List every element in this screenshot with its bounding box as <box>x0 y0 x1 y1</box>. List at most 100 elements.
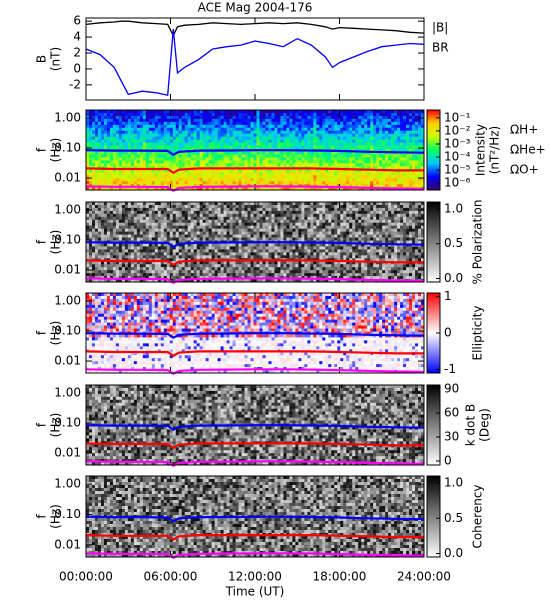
spectrogram-cell <box>100 136 105 141</box>
spectrogram-cell <box>304 169 308 173</box>
spectrogram-cell <box>196 181 201 185</box>
spectrogram-cell <box>283 243 287 247</box>
spectrogram-cell <box>406 210 410 215</box>
spectrogram-cell <box>358 139 362 143</box>
spectrogram-cell <box>97 118 102 123</box>
spectrogram-cell <box>367 207 371 212</box>
spectrogram-cell <box>415 145 419 149</box>
spectrogram-cell <box>100 124 105 129</box>
spectrogram-cell <box>259 145 263 149</box>
spectrogram-cell <box>403 154 407 158</box>
spectrogram-cell <box>298 175 302 179</box>
spectrogram-cell <box>265 181 269 185</box>
spectrogram-cell <box>94 157 99 161</box>
spectrogram-cell <box>310 234 314 238</box>
spectrogram-cell <box>352 178 356 182</box>
spectrogram-cell <box>355 124 359 129</box>
spectrogram-cell <box>232 219 236 224</box>
spectrogram-cell <box>121 234 126 238</box>
spectrogram-cell <box>184 216 189 221</box>
spectrogram-cell <box>331 160 335 164</box>
spectrogram-cell <box>136 234 141 238</box>
spectrogram-cell <box>415 136 419 141</box>
spectrogram-cell <box>94 207 99 212</box>
spectrogram-cell <box>271 133 275 138</box>
spectrogram-cell <box>421 216 425 221</box>
spectrogram-cell <box>355 115 359 120</box>
spectrogram-cell <box>337 187 341 191</box>
spectrogram-cell <box>151 115 156 120</box>
spectrogram-cell <box>112 219 117 224</box>
spectrogram-cell <box>238 207 242 212</box>
spectrogram-cell <box>418 222 422 227</box>
spectrogram-cell <box>199 127 204 132</box>
spectrogram-cell <box>403 110 407 114</box>
spectrogram-cell <box>247 216 251 221</box>
spectrogram-cell <box>241 213 245 218</box>
spectrogram-cell <box>331 121 335 126</box>
spectrogram-cell <box>232 121 236 126</box>
spectrogram-cell <box>187 237 192 241</box>
spectrogram-cell <box>157 151 162 155</box>
spectrogram-cell <box>148 157 153 161</box>
spectrogram-cell <box>148 210 153 215</box>
spectrogram-cell <box>142 151 147 155</box>
spectrogram-cell <box>172 148 177 152</box>
spectrogram-cell <box>199 216 204 221</box>
spectrogram-cell <box>349 243 353 247</box>
spectrogram-cell <box>373 139 377 143</box>
spectrogram-cell <box>181 172 186 176</box>
spectrogram-cell <box>361 115 365 120</box>
spectrogram-cell <box>415 163 419 167</box>
spectrogram-cell <box>100 157 105 161</box>
spectrogram-cell <box>226 145 230 149</box>
colorbar-tick-label: 10⁻³ <box>444 136 471 150</box>
spectrogram-cell <box>214 219 219 224</box>
spectrogram-cell <box>205 210 210 215</box>
spectrogram-cell <box>325 115 329 120</box>
spectrogram-cell <box>268 246 272 250</box>
spectrogram-cell <box>364 110 368 114</box>
spectrogram-cell <box>181 249 186 253</box>
spectrogram-cell <box>301 213 305 218</box>
spectrogram-cell <box>238 187 242 191</box>
spectrogram-cell <box>124 204 129 209</box>
spectrogram-cell <box>343 213 347 218</box>
spectrogram-cell <box>304 157 308 161</box>
spectrogram-cell <box>277 178 281 182</box>
spectrogram-cell <box>160 124 165 129</box>
spectrogram-cell <box>313 172 317 176</box>
spectrogram-cell <box>262 121 266 126</box>
spectrogram-cell <box>403 228 407 233</box>
spectrogram-cell <box>388 136 392 141</box>
spectrogram-cell <box>145 139 150 143</box>
spectrogram-cell <box>358 175 362 179</box>
spectrogram-cell <box>382 225 386 230</box>
spectrogram-cell <box>112 130 117 135</box>
spectrogram-cell <box>352 115 356 120</box>
spectrogram-cell <box>289 130 293 135</box>
spectrogram-cell <box>328 127 332 132</box>
spectrogram-cell <box>121 118 126 123</box>
spectrogram-cell <box>367 213 371 218</box>
spectrogram-cell <box>112 175 117 179</box>
spectrogram-cell <box>220 145 224 149</box>
spectrogram-cell <box>109 130 114 135</box>
spectrogram-cell <box>376 154 380 158</box>
spectrogram-cell <box>232 157 236 161</box>
spectrogram-cell <box>379 110 383 114</box>
spectrogram-cell <box>160 213 165 218</box>
spectrogram-cell <box>373 154 377 158</box>
spectrogram-cell <box>193 118 198 123</box>
spectrogram-cell <box>121 219 126 224</box>
spectrogram-cell <box>412 222 416 227</box>
spectrogram-cell <box>157 172 162 176</box>
spectrogram-cell <box>217 169 221 173</box>
spectrogram-cell <box>94 202 99 206</box>
spectrogram-cell <box>391 225 395 230</box>
spectrogram-cell <box>301 112 305 117</box>
spectrogram-cell <box>370 178 374 182</box>
spectrogram-cell <box>199 115 204 120</box>
spectrogram-cell <box>91 112 96 117</box>
spectrogram-cell <box>310 172 314 176</box>
